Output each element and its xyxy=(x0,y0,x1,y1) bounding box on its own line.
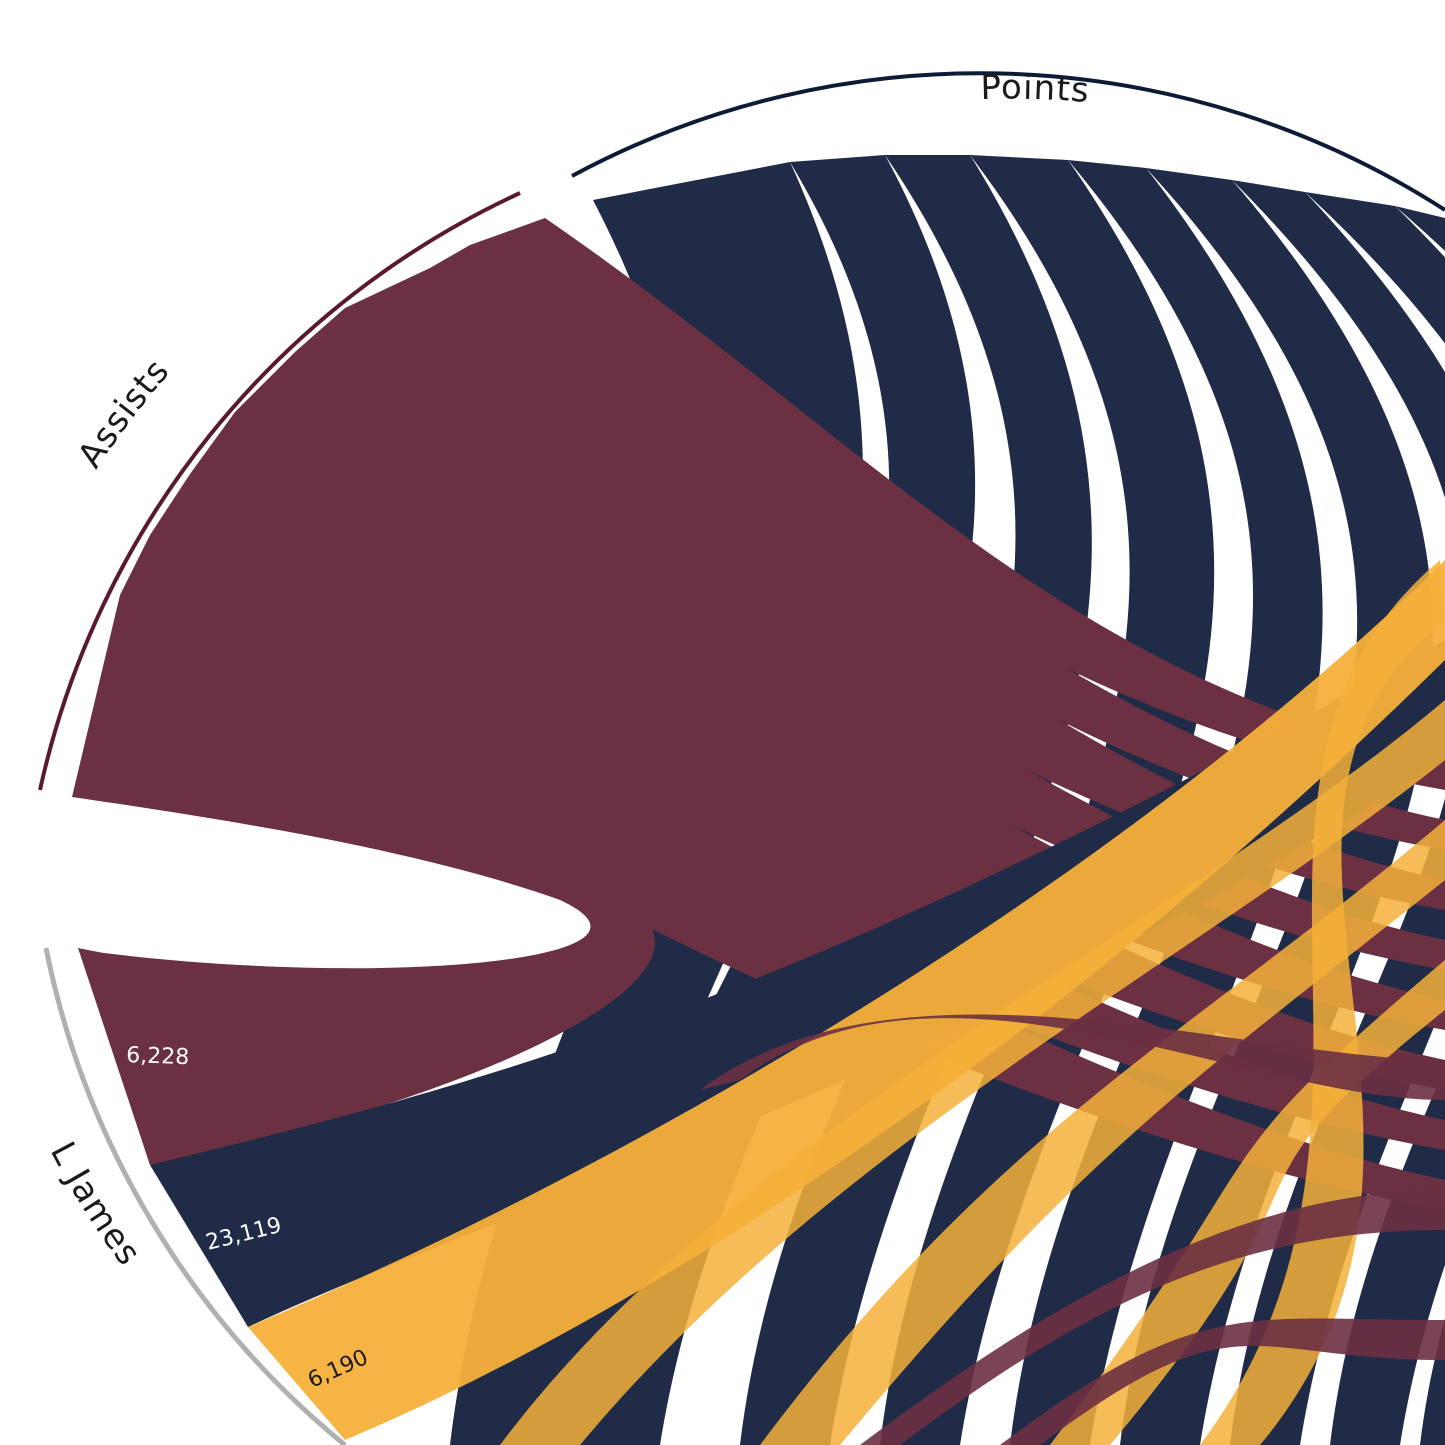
ljames-group-arc xyxy=(43,947,347,1445)
rebounds-ribbon-1 xyxy=(760,820,1445,1445)
assists-ribbon-1 xyxy=(430,245,1445,850)
group-label-points: Points xyxy=(980,68,1091,111)
group-label-ljames-text: L James xyxy=(42,1135,148,1273)
rebounds-ribbon-0 xyxy=(500,700,1445,1445)
assists-thin-ribbon-2 xyxy=(1000,1318,1445,1445)
assists-thin-ribbon-0 xyxy=(700,1014,1445,1100)
points-group-arc xyxy=(571,71,1445,212)
ljames-assists-ribbon xyxy=(78,940,650,1165)
ribbon-layer xyxy=(72,155,1445,1445)
assists-ribbon-6 xyxy=(150,474,1445,1150)
points-ribbon-4 xyxy=(1010,160,1323,1445)
group-label-points-text: Points xyxy=(980,68,1090,111)
assists-ribbon-0 xyxy=(470,218,1445,790)
points-ribbon-5 xyxy=(1120,168,1433,1445)
points-ribbon-7 xyxy=(1305,192,1445,1445)
group-label-assists-text: Assists xyxy=(70,351,177,475)
assists-ribbon-5 xyxy=(190,412,1445,1090)
points-ribbon-3 xyxy=(880,155,1215,1445)
assists-ribbon-4 xyxy=(235,352,1445,1030)
ljames-points-ribbon xyxy=(150,640,1445,1327)
flow-label-assists: 6,228 xyxy=(126,1043,190,1070)
assists-ribbon-2 xyxy=(345,268,1445,910)
group-label-ljames: L James xyxy=(42,1135,149,1273)
assists-thin-ribbon-1 xyxy=(860,1190,1445,1445)
group-label-assists: Assists xyxy=(70,351,178,475)
assists-ribbon-3 xyxy=(295,308,1445,970)
rebounds-ribbon-3 xyxy=(1200,560,1445,1445)
assists-group-arc xyxy=(38,191,521,791)
ljames-rebounds-ribbon xyxy=(248,560,1445,1440)
